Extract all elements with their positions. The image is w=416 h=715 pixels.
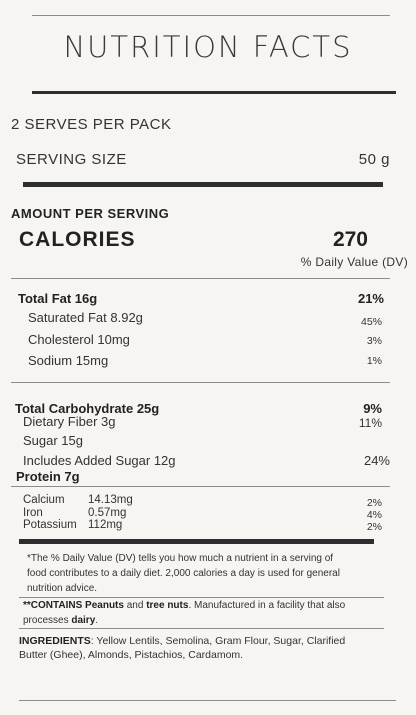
mineral-name: Calcium — [23, 494, 65, 506]
page-title: NUTRITION FACTS — [63, 30, 353, 64]
allergen-statement: **CONTAINS Peanuts and tree nuts. Manufa… — [23, 600, 345, 611]
ingredients-line1: INGREDIENTS: Yellow Lentils, Semolina, G… — [19, 635, 345, 647]
allergen-rule — [19, 628, 384, 629]
amount-per-serving: AMOUNT PER SERVING — [11, 206, 170, 221]
footnote-rule — [19, 597, 384, 598]
mineral-dv: 4% — [366, 509, 382, 521]
sugar-label: Sugar 15g — [23, 433, 83, 448]
calories-rule — [11, 278, 390, 279]
mineral-amount: 112mg — [88, 519, 123, 531]
fat-rule — [11, 382, 390, 383]
saturated-fat-dv: 45% — [360, 316, 382, 328]
protein-label: Protein 7g — [16, 469, 80, 484]
footnote-line: food contributes to a daily diet. 2,000 … — [27, 568, 340, 579]
mineral-name: Potassium — [23, 519, 77, 531]
mineral-amount: 0.57mg — [88, 507, 127, 519]
serving-size-value: 50 g — [358, 151, 390, 168]
minerals-rule — [19, 539, 374, 544]
total-carb-dv: 9% — [363, 401, 382, 416]
allergen-peanuts: Peanuts — [85, 600, 124, 611]
calories-value: 270 — [332, 228, 368, 251]
added-sugar-label: Includes Added Sugar 12g — [23, 453, 176, 468]
cholesterol-label: Cholesterol 10mg — [28, 332, 130, 347]
ingredients-line2: Butter (Ghee), Almonds, Pistachios, Card… — [19, 649, 244, 661]
serving-size-label: SERVING SIZE — [16, 151, 127, 168]
footnote-line: *The % Daily Value (DV) tells you how mu… — [27, 553, 334, 564]
ingredients-label: INGREDIENTS — [19, 635, 91, 647]
allergen-facility: . Manufactured in a facility that also — [188, 600, 346, 611]
calories-label: CALORIES — [19, 228, 136, 251]
total-carb-label: Total Carbohydrate 25g — [15, 401, 160, 416]
added-sugar-dv: 24% — [363, 453, 390, 468]
sodium-dv: 1% — [366, 355, 382, 367]
allergen-dairy: dairy — [71, 615, 96, 626]
allergen-tree-nuts: tree nuts — [146, 600, 189, 611]
protein-rule — [11, 486, 390, 487]
footnote-line: nutrition advice. — [27, 583, 98, 594]
total-fat-label: Total Fat 16g — [18, 291, 98, 306]
fiber-dv: 11% — [358, 416, 382, 430]
mineral-dv: 2% — [366, 521, 382, 533]
ingredients-text: : Yellow Lentils, Semolina, Gram Flour, … — [90, 635, 346, 647]
total-fat-dv: 21% — [357, 291, 384, 306]
allergen-statement-line2: processes dairy. — [23, 615, 98, 626]
serving-rule — [23, 182, 383, 187]
serves-per-pack: 2 SERVES PER PACK — [11, 116, 172, 133]
mineral-name: Iron — [23, 507, 43, 519]
daily-value-label: % Daily Value (DV) — [300, 255, 408, 269]
top-rule — [32, 15, 390, 16]
contains-label: **CONTAINS — [23, 600, 83, 611]
cholesterol-dv: 3% — [366, 335, 382, 347]
allergen-period: . — [95, 615, 99, 626]
allergen-processes: processes — [23, 615, 72, 626]
allergen-and: and — [126, 600, 144, 611]
fiber-label: Dietary Fiber 3g — [23, 414, 116, 429]
title-rule — [32, 91, 396, 94]
mineral-amount: 14.13mg — [88, 494, 133, 506]
mineral-dv: 2% — [366, 497, 382, 509]
saturated-fat-label: Saturated Fat 8.92g — [28, 310, 143, 325]
sodium-label: Sodium 15mg — [28, 353, 109, 368]
bottom-rule — [19, 700, 396, 701]
